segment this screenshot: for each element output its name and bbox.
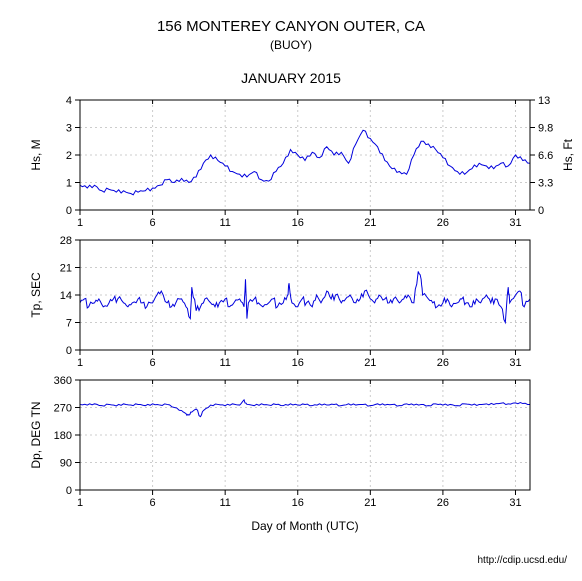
x-tick-label: 31 xyxy=(509,357,521,369)
x-tick-label: 11 xyxy=(219,357,230,369)
y-tick-label: 7 xyxy=(66,318,72,330)
data-series xyxy=(80,271,530,322)
x-tick-label: 1 xyxy=(77,357,83,369)
x-axis-label: Day of Month (UTC) xyxy=(251,519,358,533)
x-tick-label: 6 xyxy=(150,217,156,229)
x-tick-label: 31 xyxy=(509,497,521,509)
x-tick-label: 16 xyxy=(292,357,304,369)
x-tick-label: 21 xyxy=(364,357,376,369)
y-tick-label: 2 xyxy=(66,150,72,162)
y-tick-label: 270 xyxy=(54,403,72,415)
y-axis-label: Tp, SEC xyxy=(29,272,43,318)
y-axis-label: Hs, M xyxy=(29,139,43,170)
y-tick-label: 0 xyxy=(66,205,72,217)
chart-svg: 0123403.36.69.813161116212631Hs, MHs, Ft… xyxy=(0,0,582,581)
y-tick-label: 1 xyxy=(66,178,72,190)
y-tick-label: 3 xyxy=(66,123,72,135)
y-tick-label: 0 xyxy=(66,485,72,497)
y-tick-label: 180 xyxy=(54,430,72,442)
x-tick-label: 11 xyxy=(219,497,230,509)
x-tick-label: 1 xyxy=(77,497,83,509)
data-series xyxy=(80,130,530,195)
y-tick-label: 28 xyxy=(60,235,72,247)
y-tick-label-right: 3.3 xyxy=(538,178,553,190)
y-tick-label: 21 xyxy=(60,263,72,275)
y-axis-label-right: Hs, Ft xyxy=(561,138,575,171)
x-tick-label: 26 xyxy=(437,497,449,509)
data-series xyxy=(80,400,530,417)
x-tick-label: 6 xyxy=(150,357,156,369)
footer-url: http://cdip.ucsd.edu/ xyxy=(477,555,567,566)
y-tick-label-right: 9.8 xyxy=(538,123,553,135)
x-tick-label: 31 xyxy=(509,217,521,229)
y-axis-label: Dp, DEG TN xyxy=(29,401,43,468)
y-tick-label: 360 xyxy=(54,375,72,387)
x-tick-label: 16 xyxy=(292,217,304,229)
y-tick-label: 90 xyxy=(60,458,72,470)
x-tick-label: 16 xyxy=(292,497,304,509)
y-tick-label: 4 xyxy=(66,95,72,107)
x-tick-label: 6 xyxy=(150,497,156,509)
x-tick-label: 26 xyxy=(437,357,449,369)
y-tick-label-right: 13 xyxy=(538,95,550,107)
y-tick-label-right: 6.6 xyxy=(538,150,553,162)
chart-container: 156 MONTEREY CANYON OUTER, CA(BUOY)JANUA… xyxy=(0,0,582,581)
x-tick-label: 1 xyxy=(77,217,83,229)
y-tick-label: 0 xyxy=(66,345,72,357)
y-tick-label-right: 0 xyxy=(538,205,544,217)
x-tick-label: 21 xyxy=(364,497,376,509)
x-tick-label: 26 xyxy=(437,217,449,229)
y-tick-label: 14 xyxy=(60,290,72,302)
x-tick-label: 21 xyxy=(364,217,376,229)
x-tick-label: 11 xyxy=(219,217,230,229)
